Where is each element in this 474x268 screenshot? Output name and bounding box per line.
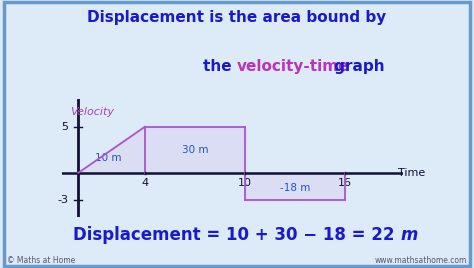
Text: www.mathsathome.com: www.mathsathome.com	[374, 256, 467, 265]
Text: m: m	[401, 226, 418, 244]
Text: Time: Time	[398, 168, 425, 178]
Text: 5: 5	[61, 122, 68, 132]
Text: Displacement is the area bound by: Displacement is the area bound by	[87, 10, 387, 25]
Text: graph: graph	[329, 59, 385, 74]
Text: Displacement = 10 + 30 − 18 = 22: Displacement = 10 + 30 − 18 = 22	[73, 226, 401, 244]
Polygon shape	[245, 173, 345, 200]
Polygon shape	[145, 127, 245, 173]
Text: velocity-time: velocity-time	[237, 59, 349, 74]
Text: the: the	[203, 59, 237, 74]
Text: -18 m: -18 m	[280, 183, 310, 193]
Text: 10 m: 10 m	[95, 153, 121, 163]
Text: © Maths at Home: © Maths at Home	[7, 256, 75, 265]
Text: 30 m: 30 m	[182, 145, 208, 155]
Polygon shape	[78, 127, 145, 173]
Text: -3: -3	[57, 195, 68, 206]
Text: 16: 16	[337, 178, 352, 188]
Text: 4: 4	[141, 178, 148, 188]
Text: 10: 10	[238, 178, 252, 188]
Text: Velocity: Velocity	[70, 106, 114, 117]
